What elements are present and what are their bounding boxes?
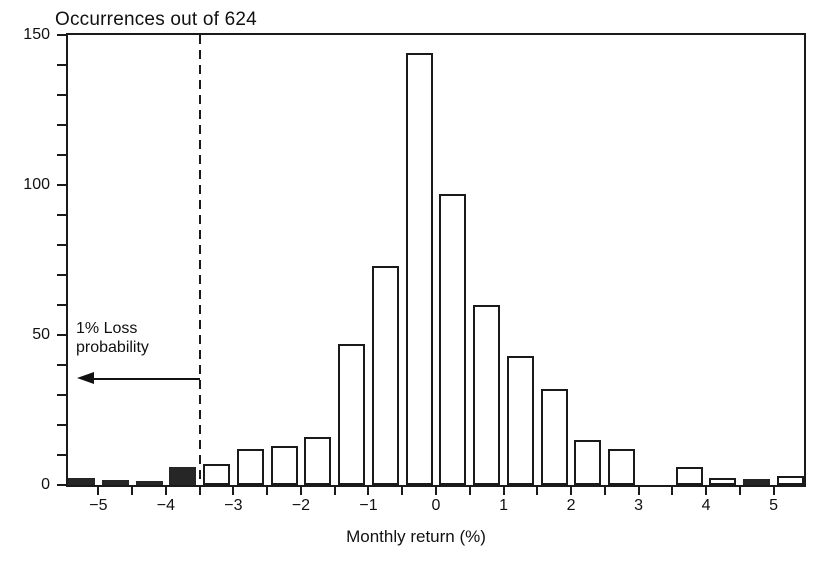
chart-title: Occurrences out of 624 xyxy=(55,9,257,30)
histogram-bar xyxy=(473,305,501,485)
histogram-bar xyxy=(439,194,467,485)
x-tick-label: −3 xyxy=(224,497,243,514)
histogram-bar xyxy=(169,467,197,485)
y-tick xyxy=(57,124,66,126)
x-tick-label: 5 xyxy=(769,497,779,514)
plot-area: 1% Loss probability 0 50 100 150 −5 −4 −3 −2 −1 0… xyxy=(23,26,806,514)
x-tick xyxy=(637,485,640,495)
histogram-bar xyxy=(776,476,804,485)
x-tick xyxy=(502,485,505,495)
var-threshold-line xyxy=(198,35,201,485)
x-tick xyxy=(198,485,201,495)
y-tick xyxy=(57,244,66,246)
x-axis-title: Monthly return (%) xyxy=(346,527,486,546)
x-tick xyxy=(232,485,235,495)
x-tick xyxy=(299,485,302,495)
histogram-bar xyxy=(540,389,568,485)
y-tick xyxy=(57,154,66,156)
histogram-bar xyxy=(405,53,433,485)
x-tick xyxy=(401,485,404,495)
x-tick-label: −2 xyxy=(291,497,311,514)
y-tick xyxy=(57,304,66,306)
histogram-bar xyxy=(574,440,602,485)
y-tick xyxy=(57,454,66,456)
x-tick-label: −5 xyxy=(89,497,108,514)
x-tick-label: 4 xyxy=(701,497,711,514)
arrow-head-icon xyxy=(77,371,94,384)
loss-probability-label: 1% Loss probability xyxy=(76,319,149,357)
y-tick xyxy=(57,484,66,486)
histogram-bar xyxy=(68,477,95,485)
x-tick xyxy=(705,485,708,495)
histogram-bar xyxy=(135,481,163,485)
histogram-bar xyxy=(743,479,771,485)
y-tick-label: 50 xyxy=(32,326,50,343)
y-tick-label: 0 xyxy=(41,476,50,493)
histogram-bar xyxy=(304,437,332,485)
x-tick xyxy=(266,485,269,495)
histogram-bar xyxy=(270,446,298,485)
x-tick-label: −4 xyxy=(156,497,176,514)
x-tick xyxy=(603,485,606,495)
loss-arrow-line xyxy=(92,377,200,380)
y-tick xyxy=(57,34,66,36)
y-tick-label: 100 xyxy=(23,176,50,193)
x-tick xyxy=(738,485,741,495)
y-tick xyxy=(57,394,66,396)
x-tick xyxy=(367,485,370,495)
y-tick xyxy=(57,424,66,426)
y-tick-label: 150 xyxy=(23,26,50,43)
y-tick xyxy=(57,334,66,336)
y-tick xyxy=(57,94,66,96)
histogram-bar xyxy=(338,344,366,485)
histogram-bar xyxy=(506,356,534,485)
x-tick xyxy=(671,485,674,495)
loss-probability-line1: 1% Loss xyxy=(76,320,138,337)
x-tick-label: −1 xyxy=(359,497,378,514)
y-tick xyxy=(57,214,66,216)
y-tick xyxy=(57,274,66,276)
y-tick xyxy=(57,184,66,186)
y-tick xyxy=(57,64,66,66)
x-tick xyxy=(536,485,539,495)
x-tick xyxy=(435,485,437,495)
x-tick xyxy=(131,485,134,495)
histogram-bar xyxy=(371,266,399,485)
histogram-bar xyxy=(236,449,264,485)
x-tick-label: 1 xyxy=(499,497,508,514)
histogram-bar xyxy=(608,449,636,485)
histogram-bar xyxy=(709,477,737,485)
x-tick xyxy=(164,485,167,495)
x-tick xyxy=(333,485,336,495)
x-tick xyxy=(772,485,775,495)
x-tick xyxy=(97,485,100,495)
histogram-bar xyxy=(101,479,129,485)
x-tick-label: 0 xyxy=(431,497,441,514)
y-tick xyxy=(57,364,66,366)
histogram-bar xyxy=(675,467,703,485)
x-tick xyxy=(570,485,573,495)
loss-probability-line2: probability xyxy=(76,339,149,356)
x-tick-label: 2 xyxy=(566,497,576,514)
x-tick-label: 3 xyxy=(634,497,644,514)
x-tick xyxy=(468,485,471,495)
histogram-bar xyxy=(203,464,231,485)
